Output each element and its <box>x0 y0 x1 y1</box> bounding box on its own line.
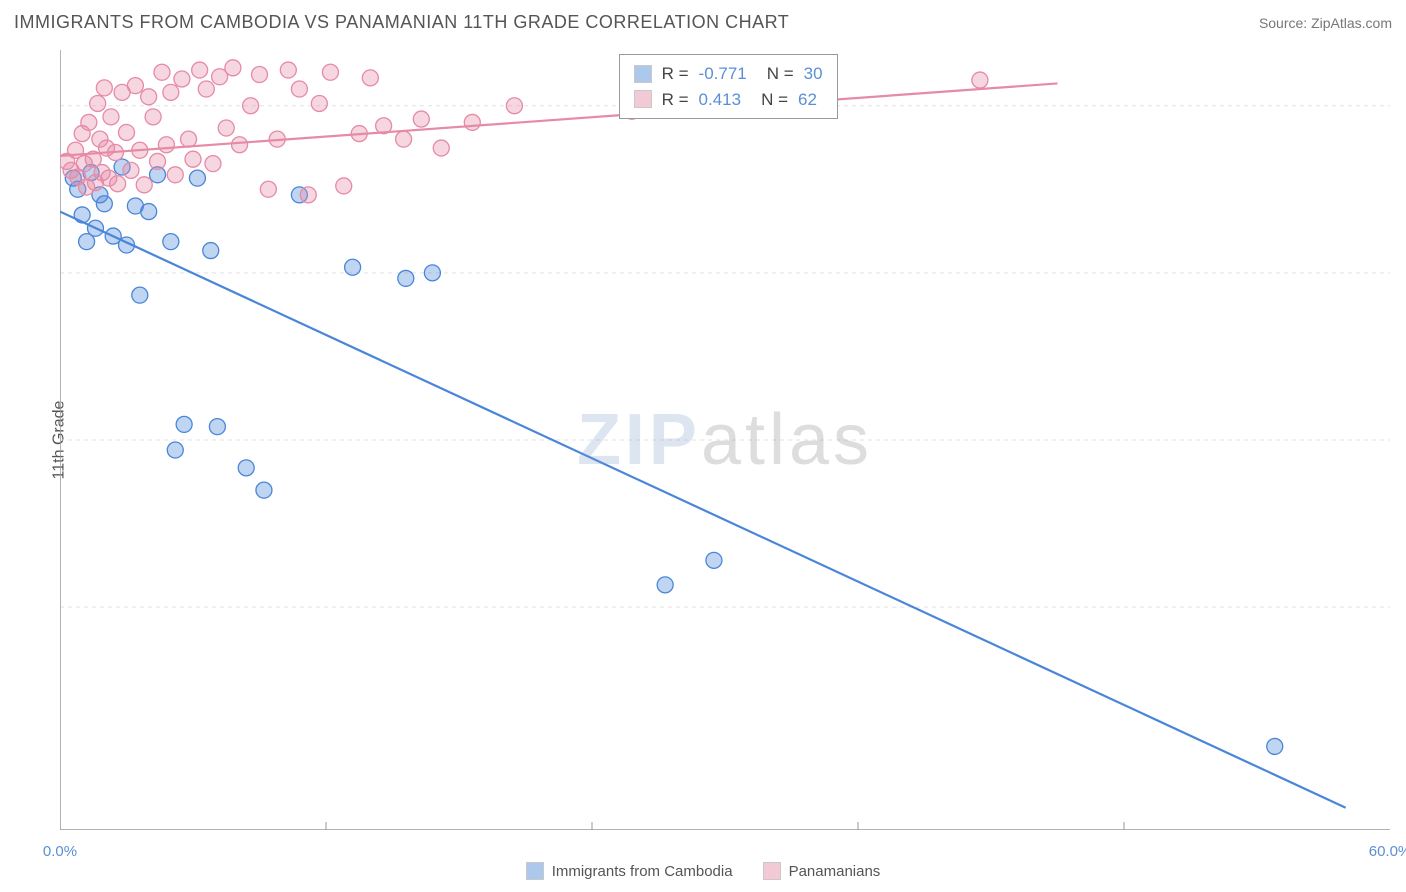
legend-item: Panamanians <box>763 862 881 880</box>
stat-row: R =-0.771N =30 <box>634 61 823 87</box>
legend-swatch <box>763 862 781 880</box>
scatter-plot <box>60 50 1390 830</box>
legend-swatch <box>526 862 544 880</box>
legend-swatch <box>634 90 652 108</box>
bottom-legend: Immigrants from Cambodia Panamanians <box>0 862 1406 880</box>
legend-label: Panamanians <box>789 863 881 880</box>
chart-title: IMMIGRANTS FROM CAMBODIA VS PANAMANIAN 1… <box>14 12 789 33</box>
x-tick-label: 60.0% <box>1369 843 1406 860</box>
chart-area: 11th Grade ZIPatlas R =-0.771N =30R = 0.… <box>60 50 1390 830</box>
header: IMMIGRANTS FROM CAMBODIA VS PANAMANIAN 1… <box>14 12 1392 33</box>
legend-item: Immigrants from Cambodia <box>526 862 733 880</box>
n-value: 62 <box>798 87 817 113</box>
x-tick-label: 0.0% <box>43 843 77 860</box>
r-value: 0.413 <box>699 87 742 113</box>
legend-label: Immigrants from Cambodia <box>552 863 733 880</box>
stat-row: R = 0.413N =62 <box>634 87 823 113</box>
source-attribution: Source: ZipAtlas.com <box>1259 15 1392 31</box>
n-value: 30 <box>804 61 823 87</box>
legend-swatch <box>634 65 652 83</box>
correlation-stat-box: R =-0.771N =30R = 0.413N =62 <box>619 54 838 119</box>
r-value: -0.771 <box>699 61 747 87</box>
